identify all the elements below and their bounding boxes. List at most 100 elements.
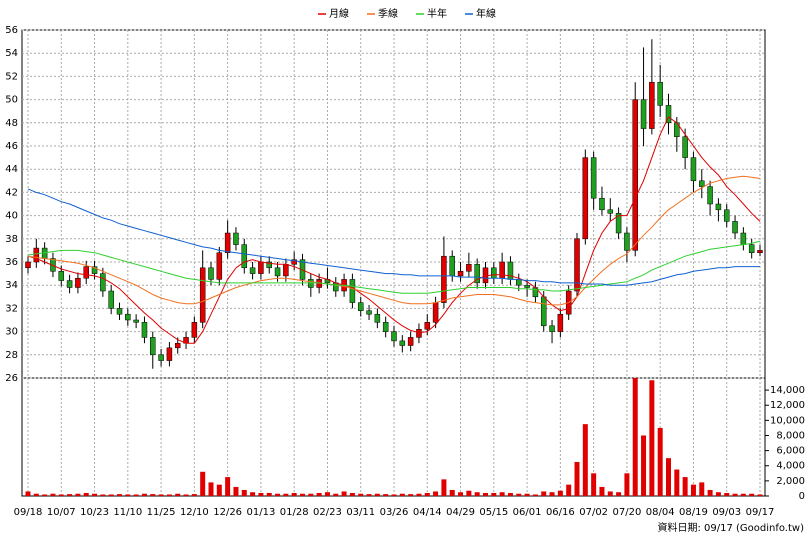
candle-body [665,105,672,124]
legend-label: 月線 [329,7,349,20]
candle-body [108,290,114,309]
candle-body [100,273,106,292]
candle-body [582,157,589,240]
candle-body [699,180,705,187]
candle-body [191,322,198,338]
volume-bar [582,424,588,496]
x-tick-label: 05/15 [479,507,508,518]
candle-body [291,259,297,265]
volume-bar [125,494,131,496]
volume-bar [33,493,39,496]
candle-body [133,319,139,323]
y-tick-label: 32 [5,303,18,314]
candle-body [241,244,248,269]
volume-bar [591,473,597,496]
volume-bar [416,493,422,496]
candle-body [574,238,580,292]
volume-bar [100,494,106,496]
candle-body [607,209,614,214]
volume-bar [25,491,31,496]
candle-body [599,197,605,211]
volume-bar [349,492,355,496]
x-tick-label: 06/16 [546,507,575,518]
candle-body [349,279,356,303]
candle-body [249,267,256,274]
volume-bar [707,489,713,496]
volume-bar [191,494,197,496]
candle-body [715,203,722,211]
y-tick-label: 54 [5,48,18,59]
y-tick-label: 46 [5,141,18,152]
volume-bar [749,493,755,496]
volume-bar [458,492,464,496]
candle-body [274,267,281,277]
volume-bar [732,493,738,496]
candle-body [83,266,89,279]
volume-bar [682,477,688,496]
candle-body [174,342,181,349]
volume-bar [740,493,746,496]
volume-bar [300,493,305,496]
candle-body [516,279,522,286]
volume-bar [316,492,322,496]
volume-bar [616,492,622,496]
candle-body [208,267,214,280]
y-tick-label: 34 [5,280,18,291]
candle-body [116,308,123,315]
candle-body [66,280,73,288]
y-tick-label: 56 [5,25,18,36]
source-note: 資料日期: 09/17 (Goodinfo.tw) [657,521,804,534]
candle-body [499,261,505,279]
volume-bar [524,493,530,496]
volume-bar [516,493,522,496]
legend-label: 年線 [476,7,496,20]
x-tick-label: 10/23 [80,507,109,518]
moving-average-line [27,175,761,306]
volume-bar [275,493,281,496]
volume-bar [491,492,497,496]
y-tick-label: 50 [5,95,18,106]
x-tick-label: 12/26 [213,507,242,518]
volume-bar [324,492,330,496]
volume-bar [108,494,114,496]
volume-bar [632,378,638,496]
volume-bar [183,494,189,496]
volume-bar [441,479,447,496]
volume-bar [757,494,763,496]
x-tick-label: 07/20 [612,507,641,518]
volume-bar [666,458,671,496]
volume-bar [250,492,256,496]
y-tick-label: 48 [5,118,18,129]
candle-body [33,247,40,263]
candle-body [382,322,389,332]
candle-body [158,354,164,361]
volume-bar [175,493,181,496]
volume-bar [499,492,505,496]
volume-bar [341,491,347,496]
candle-body [416,329,422,338]
candle-body [632,99,638,251]
volume-bar [158,494,164,496]
y-tick-label: 40 [5,211,18,222]
volume-bar [166,494,172,496]
volume-bar [133,494,139,496]
x-tick-label: 11/10 [113,507,142,518]
volume-bar [657,427,663,496]
candle-body [374,313,381,323]
x-tick-label: 10/07 [47,507,76,518]
volume-bar [391,494,397,496]
volume-bar [358,493,364,496]
y-tick-label: 36 [5,257,18,268]
candle-body [199,267,206,323]
x-tick-label: 09/17 [746,507,775,518]
volume-bar [383,494,389,496]
volume-bar [424,492,430,496]
x-tick-label: 04/14 [413,507,442,518]
volume-bar [449,489,455,496]
volume-bar [83,492,89,496]
candle-body [58,271,65,281]
volume-bar [649,380,655,496]
volume-bar [200,471,206,496]
moving-average-line [27,188,760,286]
